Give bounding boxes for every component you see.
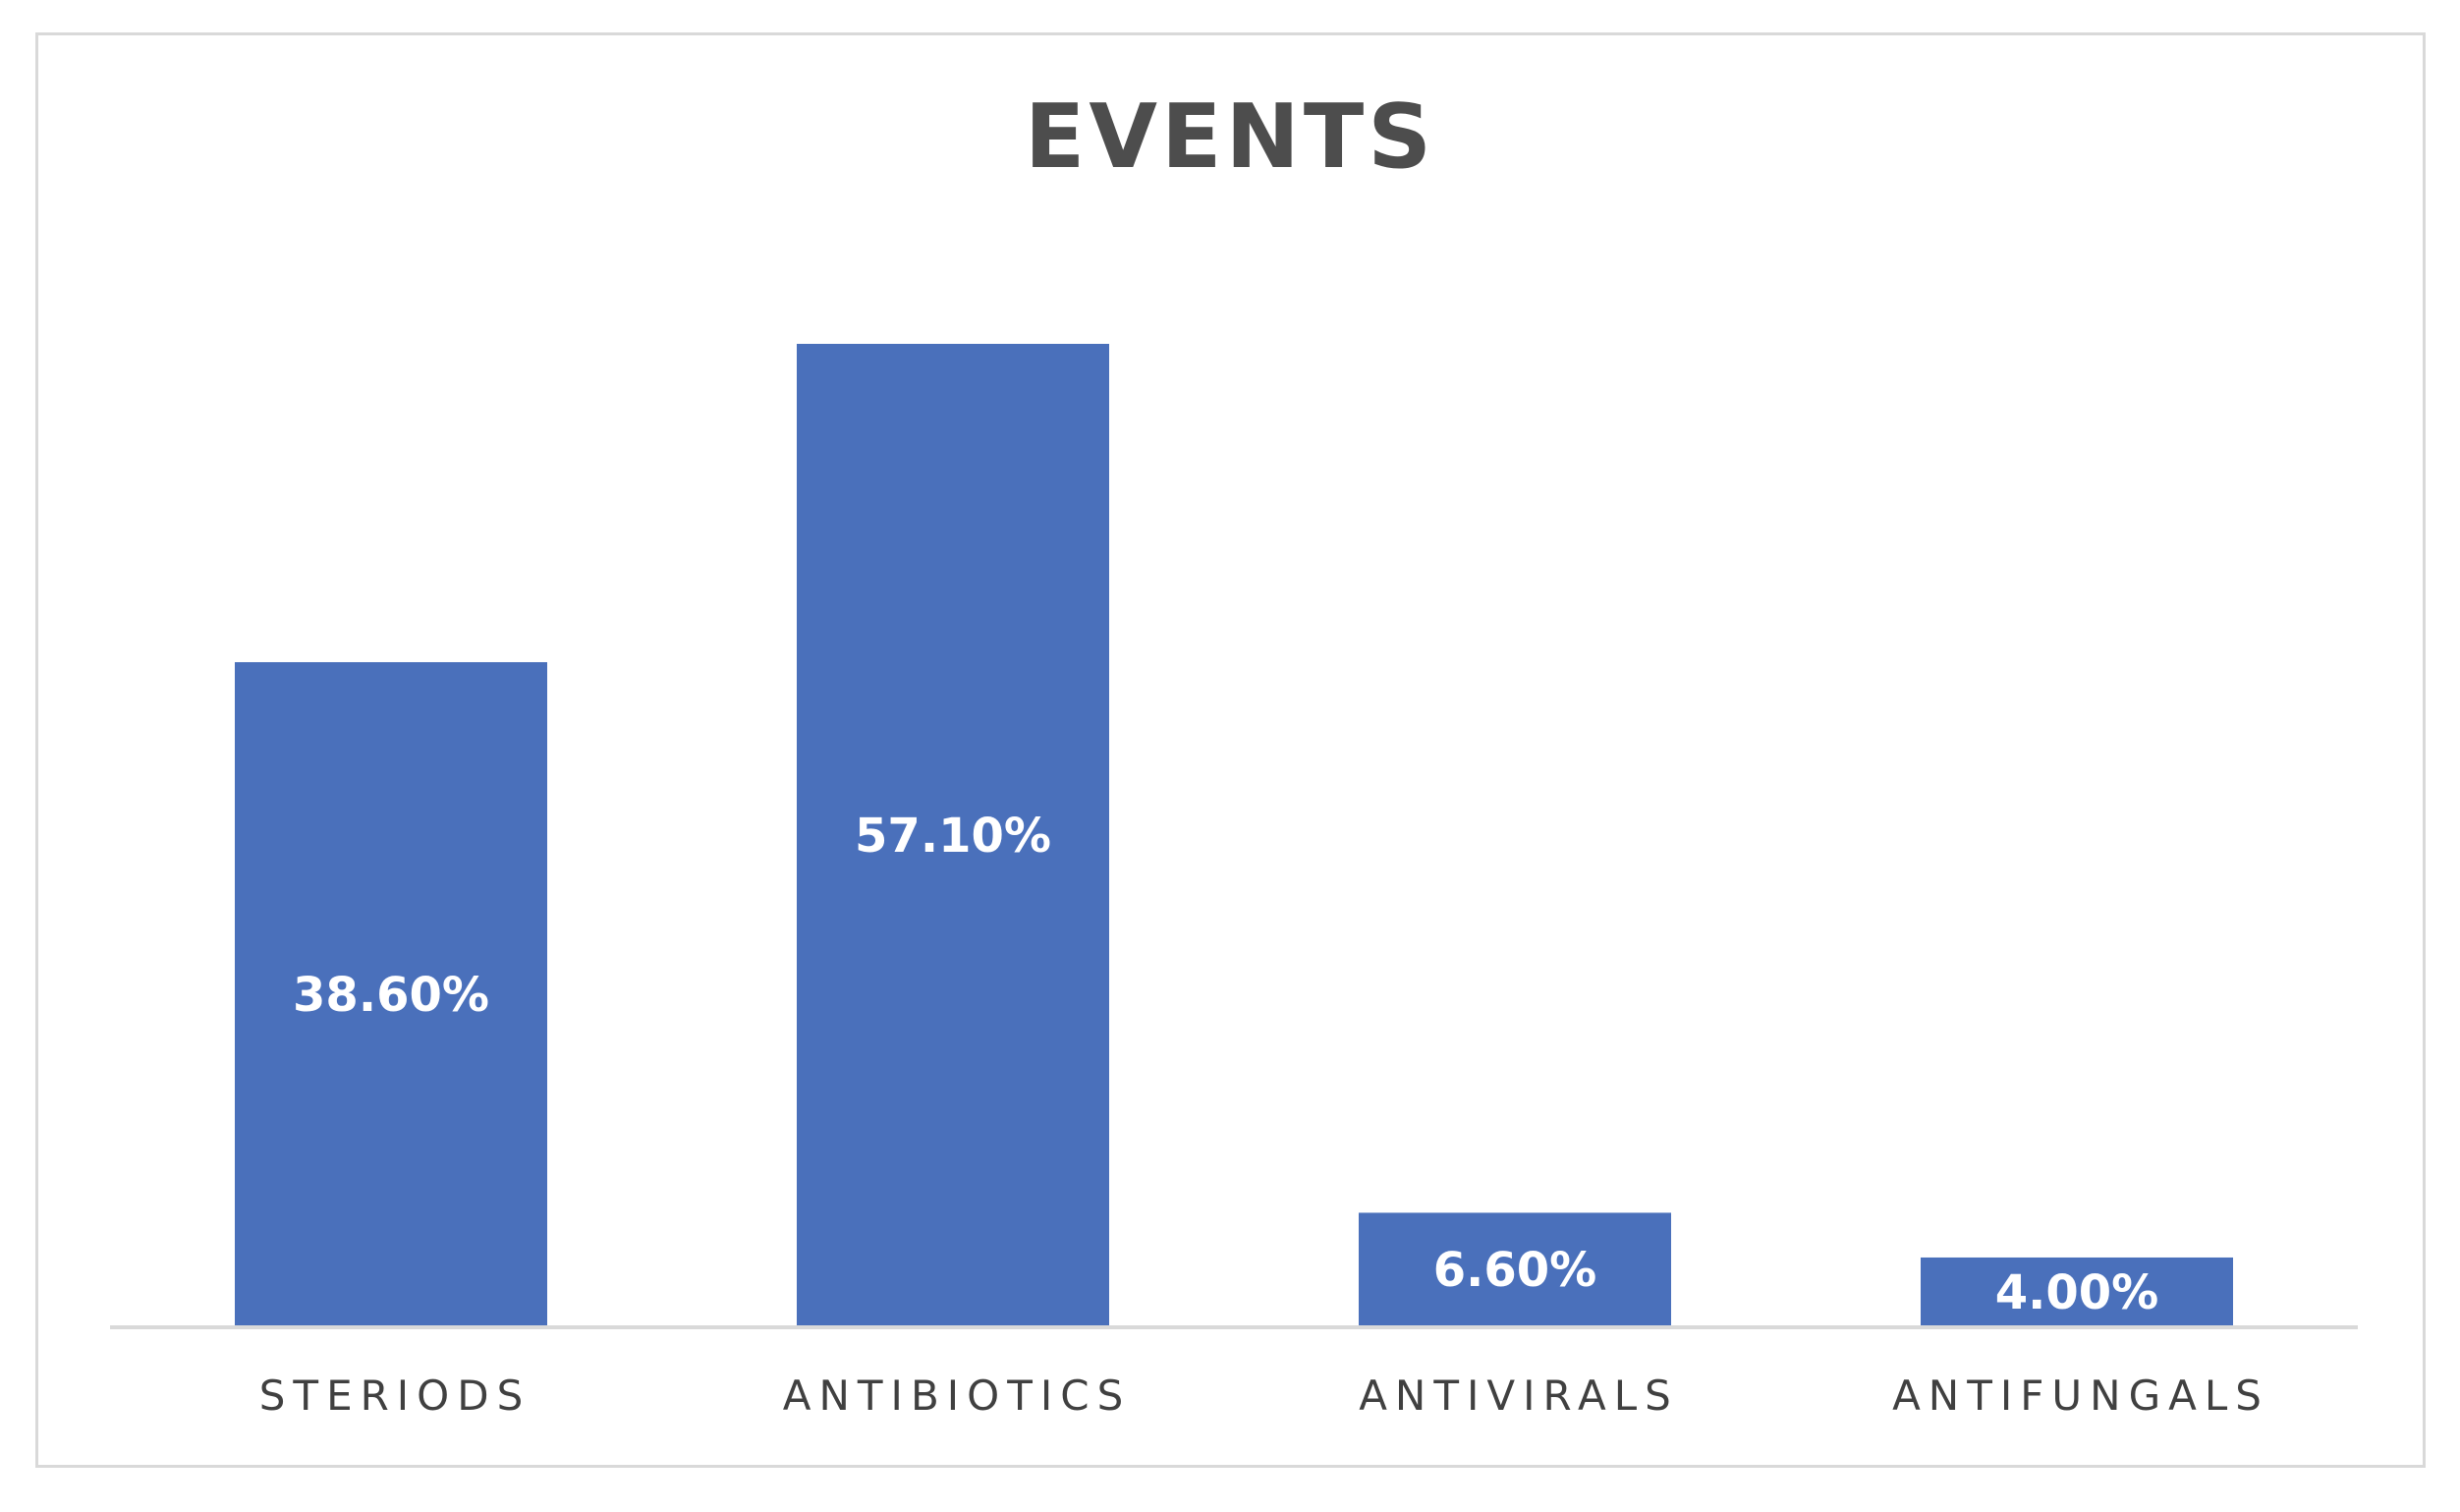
data-label-steriods: 38.60% <box>293 968 489 1023</box>
x-tick-label-antibiotics: ANTIBIOTICS <box>783 1372 1131 1420</box>
data-labels-group: 38.60% 57.10% 6.60% 4.00% <box>293 809 2158 1320</box>
bar-steriods <box>235 661 547 1326</box>
bar-antivirals <box>1359 1212 1671 1326</box>
data-label-antibiotics: 57.10% <box>855 809 1051 864</box>
bar-antifungals <box>1921 1257 2233 1326</box>
x-tick-label-antivirals: ANTIVIRALS <box>1359 1372 1679 1420</box>
x-tick-label-antifungals: ANTIFUNGALS <box>1892 1372 2269 1420</box>
bars-group <box>235 344 2233 1326</box>
x-tick-label-steriods: STERIODS <box>259 1372 531 1420</box>
data-label-antifungals: 4.00% <box>1995 1265 2159 1320</box>
bar-antibiotics <box>797 344 1109 1326</box>
data-label-antivirals: 6.60% <box>1433 1243 1597 1298</box>
chart-title: EVENTS <box>1024 85 1436 189</box>
x-tick-labels-group: STERIODS ANTIBIOTICS ANTIVIRALS ANTIFUNGALS <box>259 1372 2269 1420</box>
